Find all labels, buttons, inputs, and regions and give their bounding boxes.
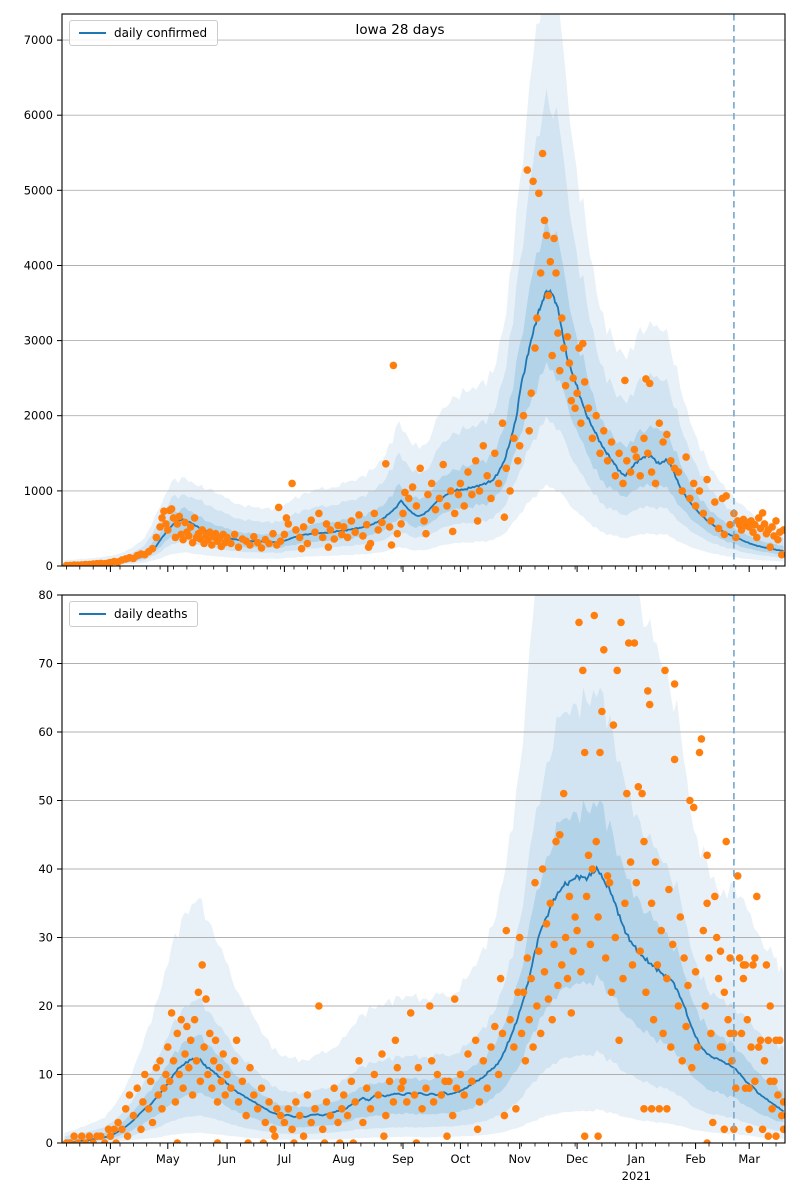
svg-text:Jul: Jul xyxy=(276,1152,291,1166)
bottom-scatter-points xyxy=(62,611,785,1143)
x-axis-year-label: 2021 xyxy=(622,1169,651,1183)
top-band-inner xyxy=(64,217,784,566)
svg-text:Sep: Sep xyxy=(392,1152,414,1166)
svg-text:20: 20 xyxy=(38,999,53,1013)
svg-text:Aug: Aug xyxy=(332,1152,354,1166)
bottom-y-axis-ticks: 0 10 20 30 40 50 60 70 80 xyxy=(38,588,62,1150)
svg-text:1000: 1000 xyxy=(24,484,53,498)
svg-text:Feb: Feb xyxy=(685,1152,705,1166)
top-scatter-points xyxy=(62,149,785,566)
bottom-band-inner xyxy=(64,799,784,1143)
top-uncertainty-bands xyxy=(64,14,784,566)
top-gridlines xyxy=(62,39,785,492)
svg-text:70: 70 xyxy=(38,657,53,671)
svg-text:0: 0 xyxy=(46,559,53,573)
svg-text:10: 10 xyxy=(38,1068,53,1082)
top-axes-frame xyxy=(61,13,786,567)
svg-text:6000: 6000 xyxy=(24,108,53,122)
svg-text:Apr: Apr xyxy=(100,1152,120,1166)
legend-line-swatch-deaths xyxy=(79,613,106,615)
legend-line-swatch-confirmed xyxy=(79,32,106,34)
svg-text:May: May xyxy=(156,1152,180,1166)
svg-text:50: 50 xyxy=(38,794,53,808)
legend-label-confirmed: daily confirmed xyxy=(114,26,208,40)
svg-text:80: 80 xyxy=(38,588,53,602)
svg-text:Jan: Jan xyxy=(626,1152,645,1166)
bottom-x-axis-ticks xyxy=(66,1143,777,1149)
svg-text:Oct: Oct xyxy=(450,1152,470,1166)
svg-text:Jun: Jun xyxy=(217,1152,236,1166)
chart-title: Iowa 28 days xyxy=(355,22,445,38)
svg-text:2000: 2000 xyxy=(24,409,53,423)
legend-daily-confirmed: daily confirmed xyxy=(69,20,219,46)
svg-text:3000: 3000 xyxy=(24,334,53,348)
svg-text:Nov: Nov xyxy=(508,1152,531,1166)
svg-text:5000: 5000 xyxy=(24,183,53,197)
svg-text:Dec: Dec xyxy=(566,1152,588,1166)
top-y-axis-ticks: 0 1000 2000 3000 4000 5000 6000 7000 xyxy=(24,33,62,573)
bottom-band-mid xyxy=(64,687,784,1143)
legend-daily-deaths: daily deaths xyxy=(69,601,199,627)
svg-text:7000: 7000 xyxy=(24,33,53,47)
bottom-axes-frame xyxy=(61,594,786,1144)
svg-text:30: 30 xyxy=(38,931,53,945)
top-x-axis-ticks xyxy=(66,566,777,572)
svg-text:Mar: Mar xyxy=(738,1152,760,1166)
svg-text:4000: 4000 xyxy=(24,259,53,273)
panel-top: 0 1000 2000 3000 4000 5000 6000 7000 xyxy=(24,13,786,573)
svg-text:40: 40 xyxy=(38,862,53,876)
svg-text:60: 60 xyxy=(38,725,53,739)
svg-text:0: 0 xyxy=(46,1136,53,1150)
legend-label-deaths: daily deaths xyxy=(114,607,188,621)
x-axis-month-labels: Apr May Jun Jul Aug Sep Oct Nov Dec Jan Feb Mar 2021 xyxy=(100,1152,760,1183)
panel-bottom: 0 10 20 30 40 50 60 70 80 xyxy=(38,588,786,1150)
